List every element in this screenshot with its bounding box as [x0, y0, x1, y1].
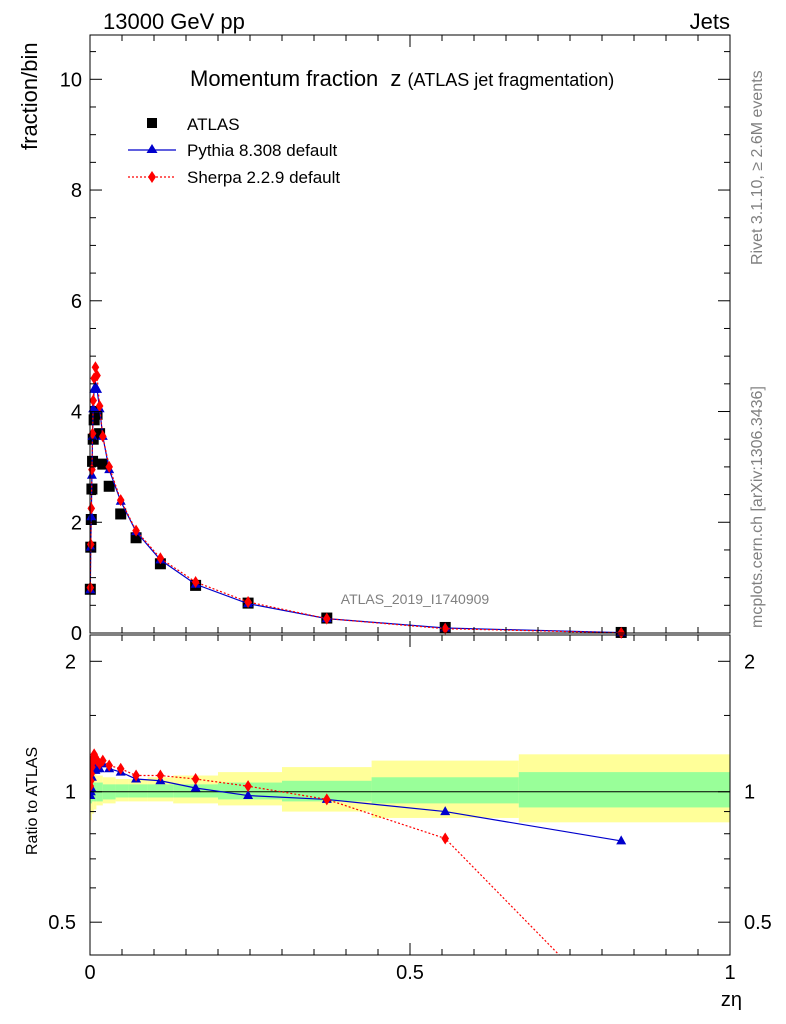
ratio-y-tick-label-left: 0.5 [48, 912, 76, 934]
main-y-axis: 0 2 4 6 8 10 [60, 51, 730, 645]
ratio-plot-area [90, 748, 730, 955]
sherpa-point [89, 394, 97, 407]
ratio-y-tick-label-right: 2 [744, 651, 755, 673]
chart-title-main: Momentum fraction [190, 66, 378, 91]
sherpa-ratio-point [323, 793, 331, 806]
ratio-y-label: Ratio to ATLAS [24, 747, 41, 855]
ratio-y-tick-label-left: 1 [65, 782, 76, 804]
sherpa-point [156, 552, 165, 565]
legend-marker-sherpa [148, 171, 156, 183]
main-y-tick-label: 0 [71, 623, 82, 645]
sherpa-ratio-point [132, 769, 140, 782]
sherpa-point [95, 399, 104, 412]
pythia-point [86, 511, 97, 521]
legend-label-pythia: Pythia 8.308 default [187, 141, 338, 160]
sherpa-point [116, 494, 125, 507]
sherpa-ratio-point [441, 832, 449, 845]
main-panel: 0 2 4 6 8 10 fraction/bin Momentum fraction z… [17, 34, 731, 645]
main-y-tick-label: 6 [71, 291, 82, 313]
ratio-x-tick-label: 0 [84, 962, 95, 984]
x-axis-label: zη [721, 989, 742, 1011]
ratio-band-inner [115, 784, 129, 798]
pythia-ratio-point [440, 806, 451, 816]
sherpa-ratio-point [156, 769, 165, 782]
sherpa-point [99, 430, 107, 443]
atlas-point [130, 532, 142, 544]
atlas-point [88, 414, 100, 426]
ratio-band-inner [371, 777, 519, 804]
ratio-band-inner [147, 784, 174, 798]
sherpa-ratio-point [116, 762, 125, 775]
legend-marker-pythia [146, 144, 158, 153]
legend-marker-atlas [147, 118, 157, 128]
atlas-point [115, 508, 127, 520]
ratio-x-tick-label: 0.5 [396, 962, 424, 984]
main-y-tick-label: 4 [71, 402, 82, 424]
atlas-point [91, 408, 103, 420]
sherpa-point [87, 502, 96, 515]
atlas-point [94, 428, 106, 440]
pythia-ratio-point [190, 782, 201, 792]
header-energy: 13000 GeV pp [103, 9, 245, 34]
sherpa-point [191, 576, 200, 589]
main-y-tick-label: 2 [71, 512, 82, 534]
legend: ATLAS Pythia 8.308 default Sherpa 2.2.9 … [128, 115, 340, 187]
sherpa-line [89, 367, 622, 634]
legend-label-atlas: ATLAS [187, 115, 240, 134]
chart-title-note: (ATLAS jet fragmentation) [408, 70, 615, 90]
sherpa-ratio-point [99, 754, 107, 767]
chart-title: Momentum fraction z (ATLAS jet fragmenta… [190, 66, 614, 91]
pythia-point [92, 383, 103, 393]
sherpa-point [323, 612, 331, 625]
ratio-panel: 0.5 0.51 12 2 0 0.5 1 Ratio to ATLAS zη [24, 634, 772, 1011]
main-panel-frame [89, 34, 731, 634]
side-text-mcplots: mcplots.cern.ch [arXiv:1306.3436] [749, 386, 766, 628]
atlas-point [103, 480, 115, 492]
pythia-point [88, 403, 99, 413]
ratio-band-inner [518, 772, 730, 808]
ratio-band-inner [282, 780, 372, 802]
pythia-ratio-point [243, 790, 254, 800]
sherpa-point [93, 369, 101, 382]
sherpa-ratio-point [191, 773, 200, 786]
sherpa-point [244, 595, 252, 608]
ratio-x-tick-label: 1 [724, 962, 735, 984]
ratio-y-tick-label-right: 0.5 [744, 912, 772, 934]
sherpa-point [441, 622, 449, 635]
chart-title-symbol: z [390, 66, 401, 91]
sherpa-ratio-point [244, 780, 252, 793]
analysis-watermark: ATLAS_2019_I1740909 [341, 591, 490, 607]
sherpa-point [105, 460, 113, 473]
ratio-y-axis: 0.5 0.5 1 1 2 2 [48, 651, 772, 934]
sherpa-point [88, 427, 97, 440]
sherpa-ratio-point [105, 759, 113, 772]
header-process: Jets [690, 9, 730, 34]
main-y-label: fraction/bin [17, 42, 42, 150]
atlas-point [97, 458, 109, 470]
ratio-band-inner [218, 782, 282, 800]
main-y-tick-label: 8 [71, 180, 82, 202]
sherpa-point [86, 538, 95, 551]
ratio-band-inner [128, 784, 148, 798]
ratio-y-tick-label-right: 1 [744, 782, 755, 804]
main-y-tick-label: 10 [60, 69, 82, 91]
legend-label-sherpa: Sherpa 2.2.9 default [187, 168, 340, 187]
side-text-rivet: Rivet 3.1.10, ≥ 2.6M events [749, 70, 766, 265]
ratio-clip-group [90, 748, 730, 955]
ratio-y-tick-label-left: 2 [65, 651, 76, 673]
sherpa-point [132, 524, 140, 537]
pythia-ratio-point [616, 835, 627, 845]
ratio-x-axis: 0 0.5 1 [84, 635, 736, 984]
